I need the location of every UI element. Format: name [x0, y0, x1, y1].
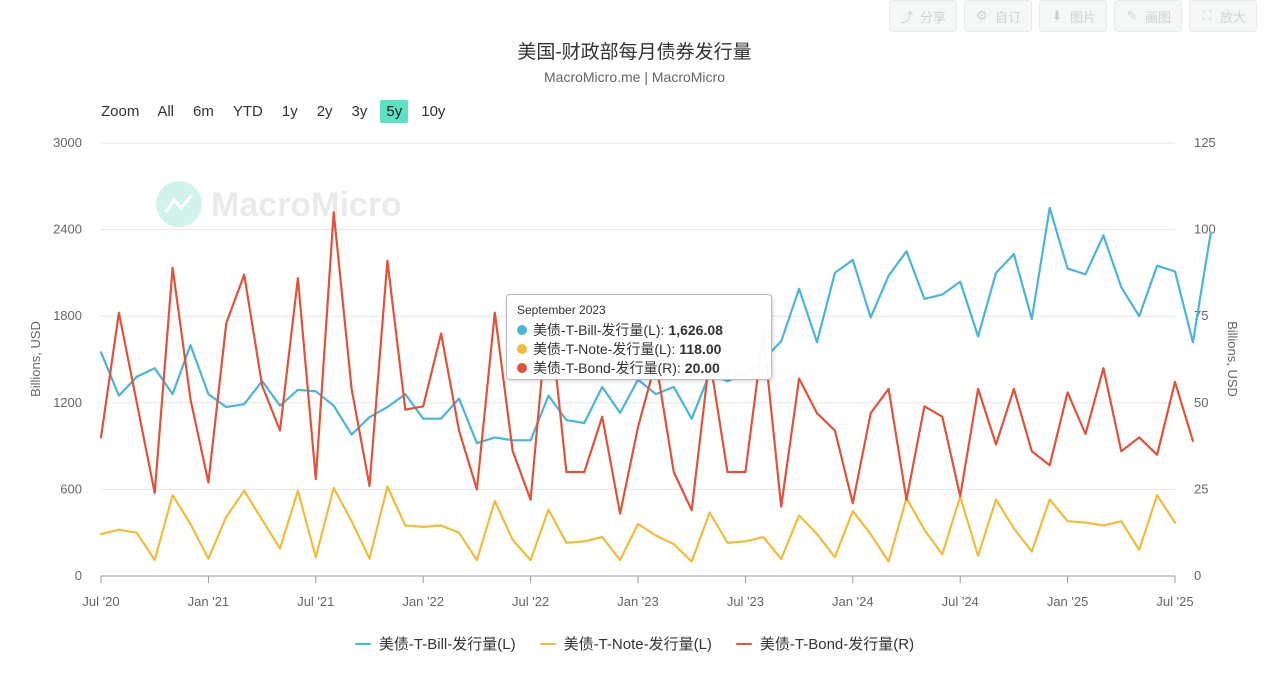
tooltip-label: 美债-T-Bill-发行量(L): — [533, 321, 665, 338]
tooltip-value: 20.00 — [684, 359, 720, 376]
chart-title: 美国-财政部每月债券发行量 — [517, 42, 752, 63]
right-tick-label: 100 — [1194, 222, 1216, 237]
right-tick-label: 0 — [1194, 568, 1201, 583]
left-tick-label: 2400 — [53, 222, 82, 237]
x-tick-label: Jul '22 — [512, 594, 549, 609]
pencil-icon: ✎ — [1126, 8, 1138, 23]
legend-swatch — [354, 642, 371, 645]
toolbar: ⤴ 分享 ⚙ 自订 ⬇ 图片 ✎ 画图 ⛶ 放大 — [888, 0, 1257, 32]
tooltip-row-tbill: 美债-T-Bill-发行量(L): 1,626.08 — [517, 320, 761, 339]
download-icon: ⬇ — [1051, 8, 1063, 23]
legend-item-tbill[interactable]: 美债-T-Bill-发行量(L) — [354, 633, 516, 654]
left-tick-label: 3000 — [53, 135, 82, 150]
legend: 美债-T-Bill-发行量(L) 美债-T-Note-发行量(L) 美债-T-B… — [0, 633, 1269, 654]
customize-button-label: 自订 — [994, 9, 1021, 25]
draw-button-label: 画图 — [1144, 9, 1171, 25]
x-tick-label: Jan '22 — [402, 594, 444, 609]
customize-button[interactable]: ⚙ 自订 — [963, 0, 1032, 32]
tooltip: September 2023 美债-T-Bill-发行量(L): 1,626.0… — [506, 294, 772, 380]
legend-swatch — [539, 642, 556, 645]
range-6m-button[interactable]: 6m — [193, 103, 214, 120]
settings-icon: ⚙ — [976, 8, 988, 23]
series-line-tbill — [99, 206, 1212, 445]
tooltip-dot-icon — [517, 362, 527, 373]
legend-label: 美债-T-Note-发行量(L) — [563, 636, 712, 653]
range-5y-button[interactable]: 5y — [380, 100, 409, 123]
watermark: MacroMicro — [156, 181, 402, 227]
range-all-button[interactable]: All — [157, 103, 175, 120]
x-axis: Jul '20 Jan '21 Jul '21 Jan '22 Jul '22 Jan '… — [82, 575, 1194, 609]
series-line-tnote — [99, 485, 1177, 563]
x-tick-label: Jul '23 — [727, 594, 764, 609]
x-tick-label: Jul '20 — [82, 594, 119, 609]
enlarge-button[interactable]: ⛶ 放大 — [1188, 0, 1257, 32]
series-layer — [99, 206, 1212, 563]
range-10y-button[interactable]: 10y — [421, 103, 446, 120]
legend-swatch — [735, 642, 752, 645]
x-tick-label: Jan '24 — [832, 594, 874, 609]
watermark-logo-stroke — [164, 194, 194, 213]
legend-item-tnote[interactable]: 美债-T-Note-发行量(L) — [539, 633, 712, 654]
right-axis-label: Billions, USD — [1225, 321, 1240, 397]
watermark-text: MacroMicro — [211, 186, 402, 224]
range-3y-button[interactable]: 3y — [351, 103, 368, 120]
tooltip-dot-icon — [517, 324, 527, 335]
share-icon: ⤴ — [900, 9, 914, 25]
tooltip-label: 美债-T-Bond-发行量(R): — [533, 359, 681, 376]
chart-subtitle: MacroMicro.me | MacroMicro — [544, 69, 725, 85]
tooltip-dot-icon — [517, 343, 527, 354]
right-tick-label: 25 — [1194, 481, 1208, 496]
x-tick-label: Jul '21 — [297, 594, 334, 609]
x-tick-label: Jan '25 — [1047, 594, 1089, 609]
right-tick-label: 125 — [1194, 135, 1216, 150]
image-download-button-label: 图片 — [1069, 9, 1096, 25]
image-download-button[interactable]: ⬇ 图片 — [1038, 0, 1107, 32]
x-tick-label: Jul '24 — [942, 594, 979, 609]
expand-icon: ⛶ — [1202, 8, 1212, 23]
tooltip-value: 118.00 — [679, 340, 722, 357]
draw-button[interactable]: ✎ 画图 — [1113, 0, 1182, 32]
share-button[interactable]: ⤴ 分享 — [888, 0, 957, 32]
left-tick-label: 1200 — [53, 395, 82, 410]
range-2y-button[interactable]: 2y — [316, 103, 333, 120]
range-ytd-button[interactable]: YTD — [232, 103, 263, 120]
left-tick-label: 600 — [60, 481, 82, 496]
left-tick-label: 0 — [75, 568, 82, 583]
tooltip-row-tnote: 美债-T-Note-发行量(L): 118.00 — [517, 339, 761, 358]
legend-item-tbond[interactable]: 美债-T-Bond-发行量(R) — [735, 633, 915, 654]
share-button-label: 分享 — [919, 9, 946, 25]
range-selector-label: Zoom — [101, 103, 140, 120]
tooltip-row-tbond: 美债-T-Bond-发行量(R): 20.00 — [517, 358, 761, 377]
tooltip-date: September 2023 — [517, 303, 606, 317]
range-selector: Zoom All 6m YTD 1y 2y 3y 5y 10y — [97, 100, 458, 123]
legend-label: 美债-T-Bond-发行量(R) — [759, 636, 915, 653]
x-tick-label: Jan '23 — [617, 594, 659, 609]
right-tick-label: 50 — [1194, 395, 1208, 410]
range-1y-button[interactable]: 1y — [281, 103, 298, 120]
tooltip-label: 美债-T-Note-发行量(L): — [533, 340, 676, 357]
left-axis-ticks: 0 600 1200 1800 2400 3000 — [53, 135, 82, 583]
x-tick-label: Jul '25 — [1156, 594, 1193, 609]
x-tick-label: Jan '21 — [188, 594, 230, 609]
tooltip-value: 1,626.08 — [668, 321, 723, 338]
left-tick-label: 1800 — [53, 308, 82, 323]
series-line-tbond — [99, 211, 1195, 515]
enlarge-button-label: 放大 — [1219, 9, 1246, 25]
watermark-logo-icon — [156, 181, 202, 227]
legend-label: 美债-T-Bill-发行量(L) — [378, 636, 516, 653]
left-axis-label: Billions, USD — [28, 321, 43, 397]
